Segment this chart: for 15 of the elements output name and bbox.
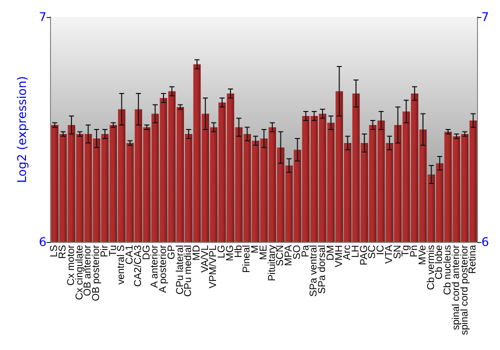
x-tick-label: VTA xyxy=(384,244,395,264)
x-tick-label: Tg xyxy=(400,245,412,257)
x-tick-label: DM xyxy=(325,245,336,261)
x-tick-label: Pituitary xyxy=(266,245,278,282)
x-tick-label: MVe xyxy=(417,244,428,266)
x-tick-label: spinal cord anterior xyxy=(450,244,462,330)
x-tick-label: Retina xyxy=(468,244,479,274)
y-axis-title: Log2 (expression) xyxy=(15,76,29,183)
y2-tick-label: 6 xyxy=(481,235,490,249)
x-tick-label: spinal cord posterior xyxy=(459,244,470,336)
x-tick-label: SO xyxy=(292,244,303,260)
y2-tick-label: 7 xyxy=(481,10,490,24)
x-tick-label: RS xyxy=(58,244,69,259)
x-tick-label: CA2/CA3 xyxy=(132,244,144,287)
x-tick-label: ME xyxy=(258,244,270,260)
